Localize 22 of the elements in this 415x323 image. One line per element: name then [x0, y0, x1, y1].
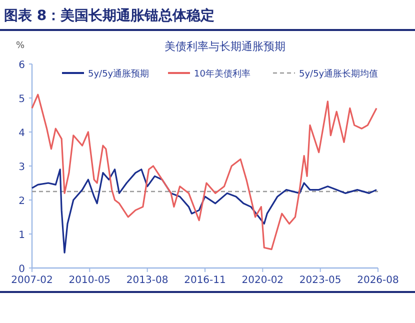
y-axis-title: % — [16, 41, 25, 51]
line-series — [31, 94, 378, 250]
chart-subtitle: 美债利率与长期通胀预期 — [164, 40, 286, 53]
y-tick-label: 1 — [18, 230, 25, 241]
legend-label: 5y/5y通胀长期均值 — [299, 68, 378, 80]
legend-label: 5y/5y通胀预期 — [88, 68, 150, 80]
x-tick-label: 2016-11 — [184, 275, 226, 286]
y-tick-label: 5 — [18, 94, 25, 105]
y-tick-label: 0 — [18, 264, 25, 275]
line-series — [31, 168, 378, 254]
y-tick-label: 2 — [18, 196, 25, 207]
legend-label: 10年美债利率 — [194, 68, 250, 80]
y-tick-label: 3 — [18, 162, 25, 173]
x-tick-label: 2026-08 — [357, 275, 399, 286]
chart-title: 图表 8：美国长期通胀锚总体稳定 — [4, 7, 215, 24]
x-tick-label: 2010-05 — [68, 275, 111, 286]
y-tick-label: 6 — [18, 60, 25, 71]
x-tick-label: 2013-08 — [126, 275, 168, 286]
x-tick-label: 2023-05 — [299, 275, 342, 286]
x-tick-label: 2020-02 — [242, 275, 284, 286]
y-tick-label: 4 — [18, 128, 25, 139]
x-tick-label: 2007-02 — [11, 275, 53, 286]
